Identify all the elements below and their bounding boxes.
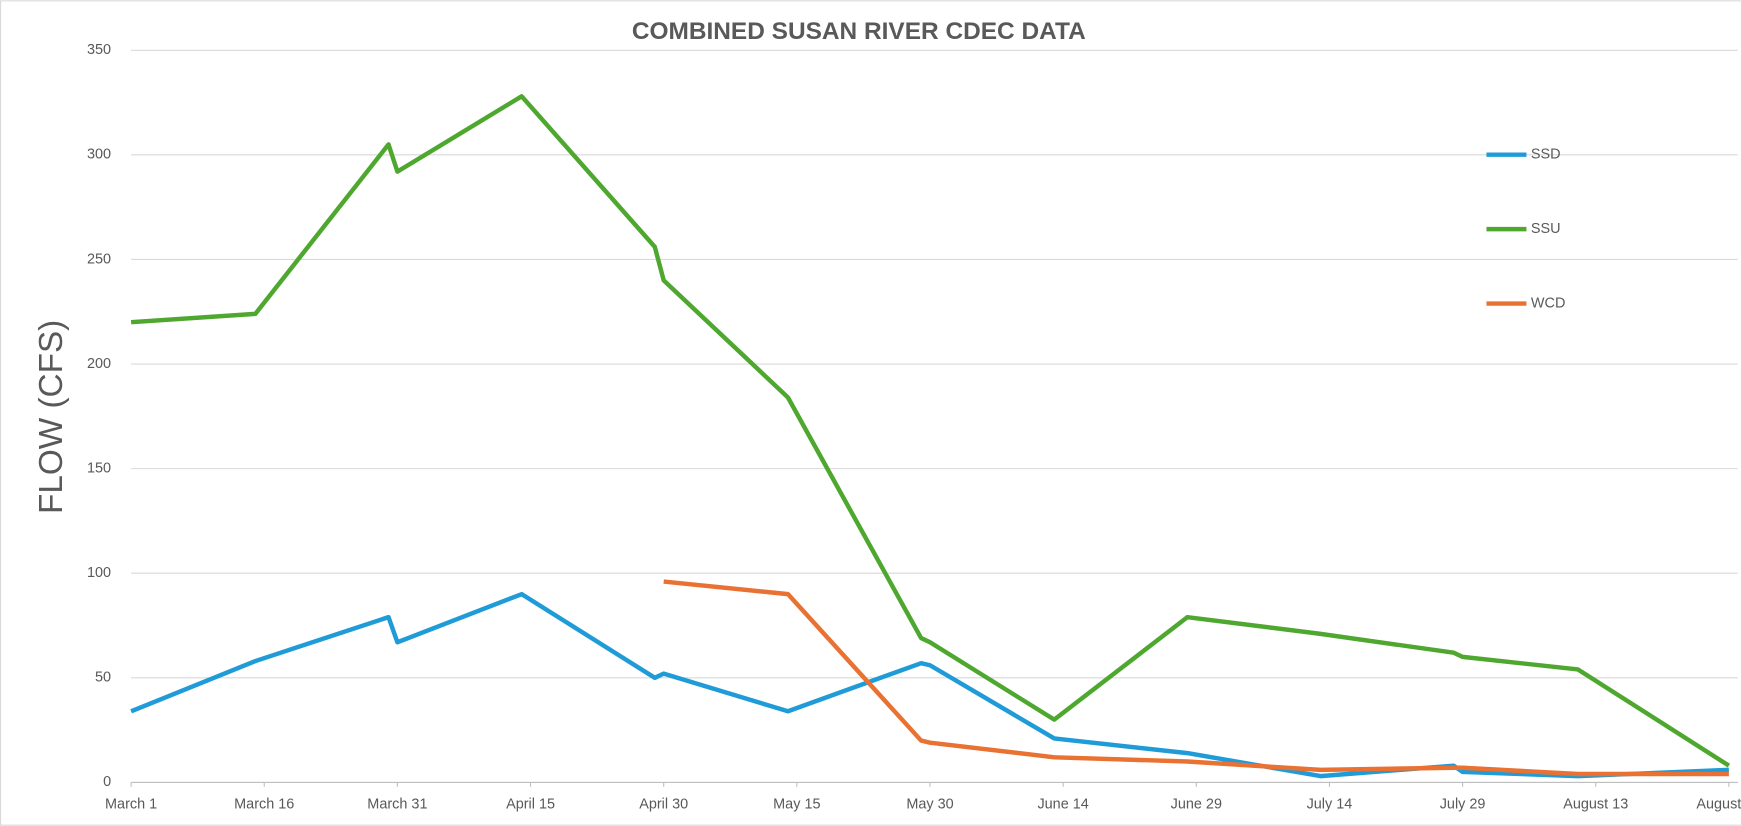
legend-label: SSD	[1531, 147, 1561, 163]
series-line	[130, 94, 1731, 768]
legend-label: SSU	[1531, 221, 1561, 237]
x-tick-label: April 30	[639, 796, 688, 812]
y-tick-label: 150	[87, 460, 111, 476]
y-tick-label: 250	[87, 251, 111, 267]
y-tick-label: 50	[95, 670, 111, 686]
y-tick-label: 300	[87, 147, 111, 163]
x-tick-label: July 29	[1440, 796, 1486, 812]
x-tick-label: May 30	[906, 796, 953, 812]
chart-title: COMBINED SUSAN RIVER CDEC DATA	[632, 18, 1086, 45]
x-tick-label: June 29	[1171, 796, 1222, 812]
x-tick-label: May 15	[773, 796, 820, 812]
x-tick-label: July 14	[1307, 796, 1353, 812]
x-tick-label: March 1	[105, 796, 157, 812]
y-axis-label: FLOW (CFS)	[33, 320, 70, 514]
legend-label: WCD	[1531, 295, 1565, 311]
y-tick-label: 0	[103, 774, 111, 790]
x-tick-label: March 31	[367, 796, 427, 812]
y-tick-label: 350	[87, 42, 111, 58]
x-tick-label: August 28	[1696, 796, 1742, 812]
x-tick-label: June 14	[1037, 796, 1088, 812]
series-line	[663, 579, 1729, 777]
y-tick-label: 100	[87, 565, 111, 581]
x-tick-label: August 13	[1563, 796, 1628, 812]
y-tick-label: 200	[87, 356, 111, 372]
x-tick-label: March 16	[234, 796, 294, 812]
x-tick-label: April 15	[506, 796, 555, 812]
